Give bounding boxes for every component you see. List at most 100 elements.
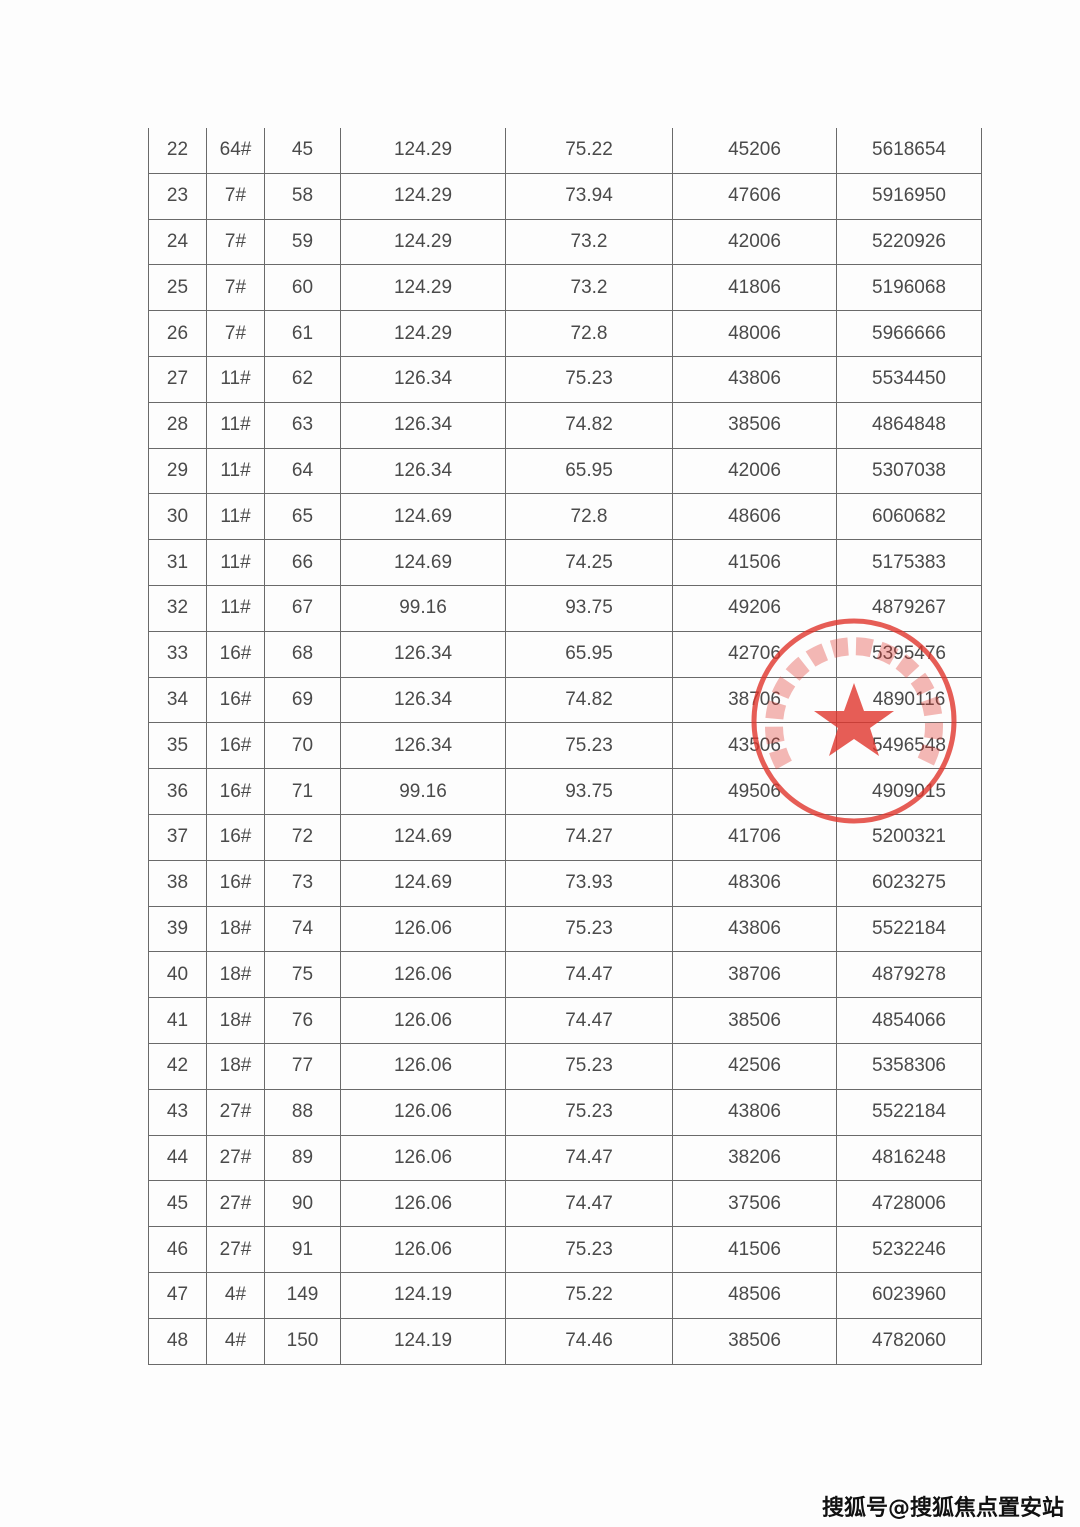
building-cell: 4# <box>206 1271 265 1319</box>
building-cell: 7# <box>206 310 265 357</box>
row-number-cell: 35 <box>148 722 207 770</box>
unit-price-cell: 48006 <box>672 310 837 357</box>
total-price-cell: 6060682 <box>836 493 982 541</box>
building-cell: 27# <box>206 1134 265 1182</box>
area-cell: 126.34 <box>340 447 506 495</box>
table-row: 36 16# 71 99.16 93.75 49506 4909015 <box>148 768 982 815</box>
building-cell: 4# <box>206 1317 265 1365</box>
unit-number-cell: 66 <box>264 539 341 586</box>
unit-price-cell: 41506 <box>672 539 837 586</box>
unit-number-cell: 91 <box>264 1226 341 1273</box>
unit-number-cell: 68 <box>264 630 341 678</box>
unit-number-cell: 76 <box>264 997 341 1044</box>
total-price-cell: 4890116 <box>836 676 982 724</box>
row-number-cell: 37 <box>148 813 207 861</box>
building-cell: 11# <box>206 539 265 586</box>
unit-price-ratio-cell: 75.23 <box>505 1088 673 1136</box>
table-row: 29 11# 64 126.34 65.95 42006 5307038 <box>148 447 982 495</box>
area-cell: 124.69 <box>340 493 506 541</box>
area-cell: 124.69 <box>340 813 506 861</box>
table-row: 46 27# 91 126.06 75.23 41506 5232246 <box>148 1226 982 1273</box>
unit-price-cell: 42006 <box>672 218 837 266</box>
row-number-cell: 32 <box>148 584 207 632</box>
area-cell: 124.69 <box>340 539 506 586</box>
table-row: 33 16# 68 126.34 65.95 42706 5395476 <box>148 630 982 678</box>
unit-number-cell: 58 <box>264 172 341 220</box>
unit-price-cell: 43806 <box>672 355 837 403</box>
table-row: 43 27# 88 126.06 75.23 43806 5522184 <box>148 1088 982 1136</box>
unit-price-cell: 49506 <box>672 768 837 815</box>
area-cell: 126.06 <box>340 1088 506 1136</box>
unit-price-cell: 38206 <box>672 1134 837 1182</box>
building-cell: 18# <box>206 951 265 999</box>
area-cell: 126.06 <box>340 1042 506 1090</box>
row-number-cell: 33 <box>148 630 207 678</box>
unit-price-cell: 38506 <box>672 997 837 1044</box>
unit-price-ratio-cell: 74.47 <box>505 997 673 1044</box>
unit-price-ratio-cell: 75.22 <box>505 128 673 174</box>
unit-price-ratio-cell: 65.95 <box>505 447 673 495</box>
table-row: 26 7# 61 124.29 72.8 48006 5966666 <box>148 310 982 357</box>
unit-number-cell: 75 <box>264 951 341 999</box>
building-cell: 16# <box>206 768 265 815</box>
total-price-cell: 5232246 <box>836 1226 982 1273</box>
unit-price-ratio-cell: 73.2 <box>505 264 673 312</box>
building-cell: 18# <box>206 905 265 953</box>
unit-price-ratio-cell: 74.47 <box>505 951 673 999</box>
unit-price-ratio-cell: 74.25 <box>505 539 673 586</box>
unit-price-cell: 49206 <box>672 584 837 632</box>
unit-number-cell: 90 <box>264 1180 341 1228</box>
area-cell: 124.29 <box>340 310 506 357</box>
total-price-cell: 4816248 <box>836 1134 982 1182</box>
row-number-cell: 28 <box>148 401 207 449</box>
row-number-cell: 40 <box>148 951 207 999</box>
area-cell: 126.34 <box>340 722 506 770</box>
area-cell: 126.06 <box>340 997 506 1044</box>
total-price-cell: 6023960 <box>836 1271 982 1319</box>
area-cell: 126.34 <box>340 355 506 403</box>
row-number-cell: 27 <box>148 355 207 403</box>
table-row: 44 27# 89 126.06 74.47 38206 4816248 <box>148 1134 982 1182</box>
unit-number-cell: 60 <box>264 264 341 312</box>
area-cell: 126.34 <box>340 401 506 449</box>
building-cell: 16# <box>206 859 265 907</box>
unit-price-cell: 48506 <box>672 1271 837 1319</box>
building-cell: 16# <box>206 676 265 724</box>
unit-number-cell: 67 <box>264 584 341 632</box>
area-cell: 124.29 <box>340 128 506 174</box>
unit-price-ratio-cell: 73.94 <box>505 172 673 220</box>
unit-number-cell: 88 <box>264 1088 341 1136</box>
unit-number-cell: 74 <box>264 905 341 953</box>
building-cell: 18# <box>206 997 265 1044</box>
building-cell: 18# <box>206 1042 265 1090</box>
unit-price-ratio-cell: 93.75 <box>505 584 673 632</box>
total-price-cell: 6023275 <box>836 859 982 907</box>
unit-number-cell: 65 <box>264 493 341 541</box>
building-cell: 27# <box>206 1226 265 1273</box>
unit-number-cell: 69 <box>264 676 341 724</box>
total-price-cell: 5522184 <box>836 1088 982 1136</box>
row-number-cell: 25 <box>148 264 207 312</box>
total-price-cell: 4782060 <box>836 1317 982 1365</box>
unit-price-cell: 38706 <box>672 951 837 999</box>
unit-price-ratio-cell: 75.23 <box>505 722 673 770</box>
unit-number-cell: 150 <box>264 1317 341 1365</box>
total-price-cell: 5534450 <box>836 355 982 403</box>
total-price-cell: 5307038 <box>836 447 982 495</box>
area-cell: 126.06 <box>340 905 506 953</box>
row-number-cell: 34 <box>148 676 207 724</box>
total-price-cell: 5916950 <box>836 172 982 220</box>
unit-number-cell: 89 <box>264 1134 341 1182</box>
row-number-cell: 42 <box>148 1042 207 1090</box>
unit-number-cell: 45 <box>264 128 341 174</box>
unit-price-ratio-cell: 74.47 <box>505 1134 673 1182</box>
building-cell: 11# <box>206 493 265 541</box>
unit-price-cell: 43806 <box>672 905 837 953</box>
table-row: 39 18# 74 126.06 75.23 43806 5522184 <box>148 905 982 953</box>
table-row: 32 11# 67 99.16 93.75 49206 4879267 <box>148 584 982 632</box>
total-price-cell: 4854066 <box>836 997 982 1044</box>
unit-price-cell: 43506 <box>672 722 837 770</box>
watermark: 搜狐号@搜狐焦点置安站 <box>822 1496 1065 1521</box>
unit-price-cell: 38706 <box>672 676 837 724</box>
total-price-cell: 5220926 <box>836 218 982 266</box>
